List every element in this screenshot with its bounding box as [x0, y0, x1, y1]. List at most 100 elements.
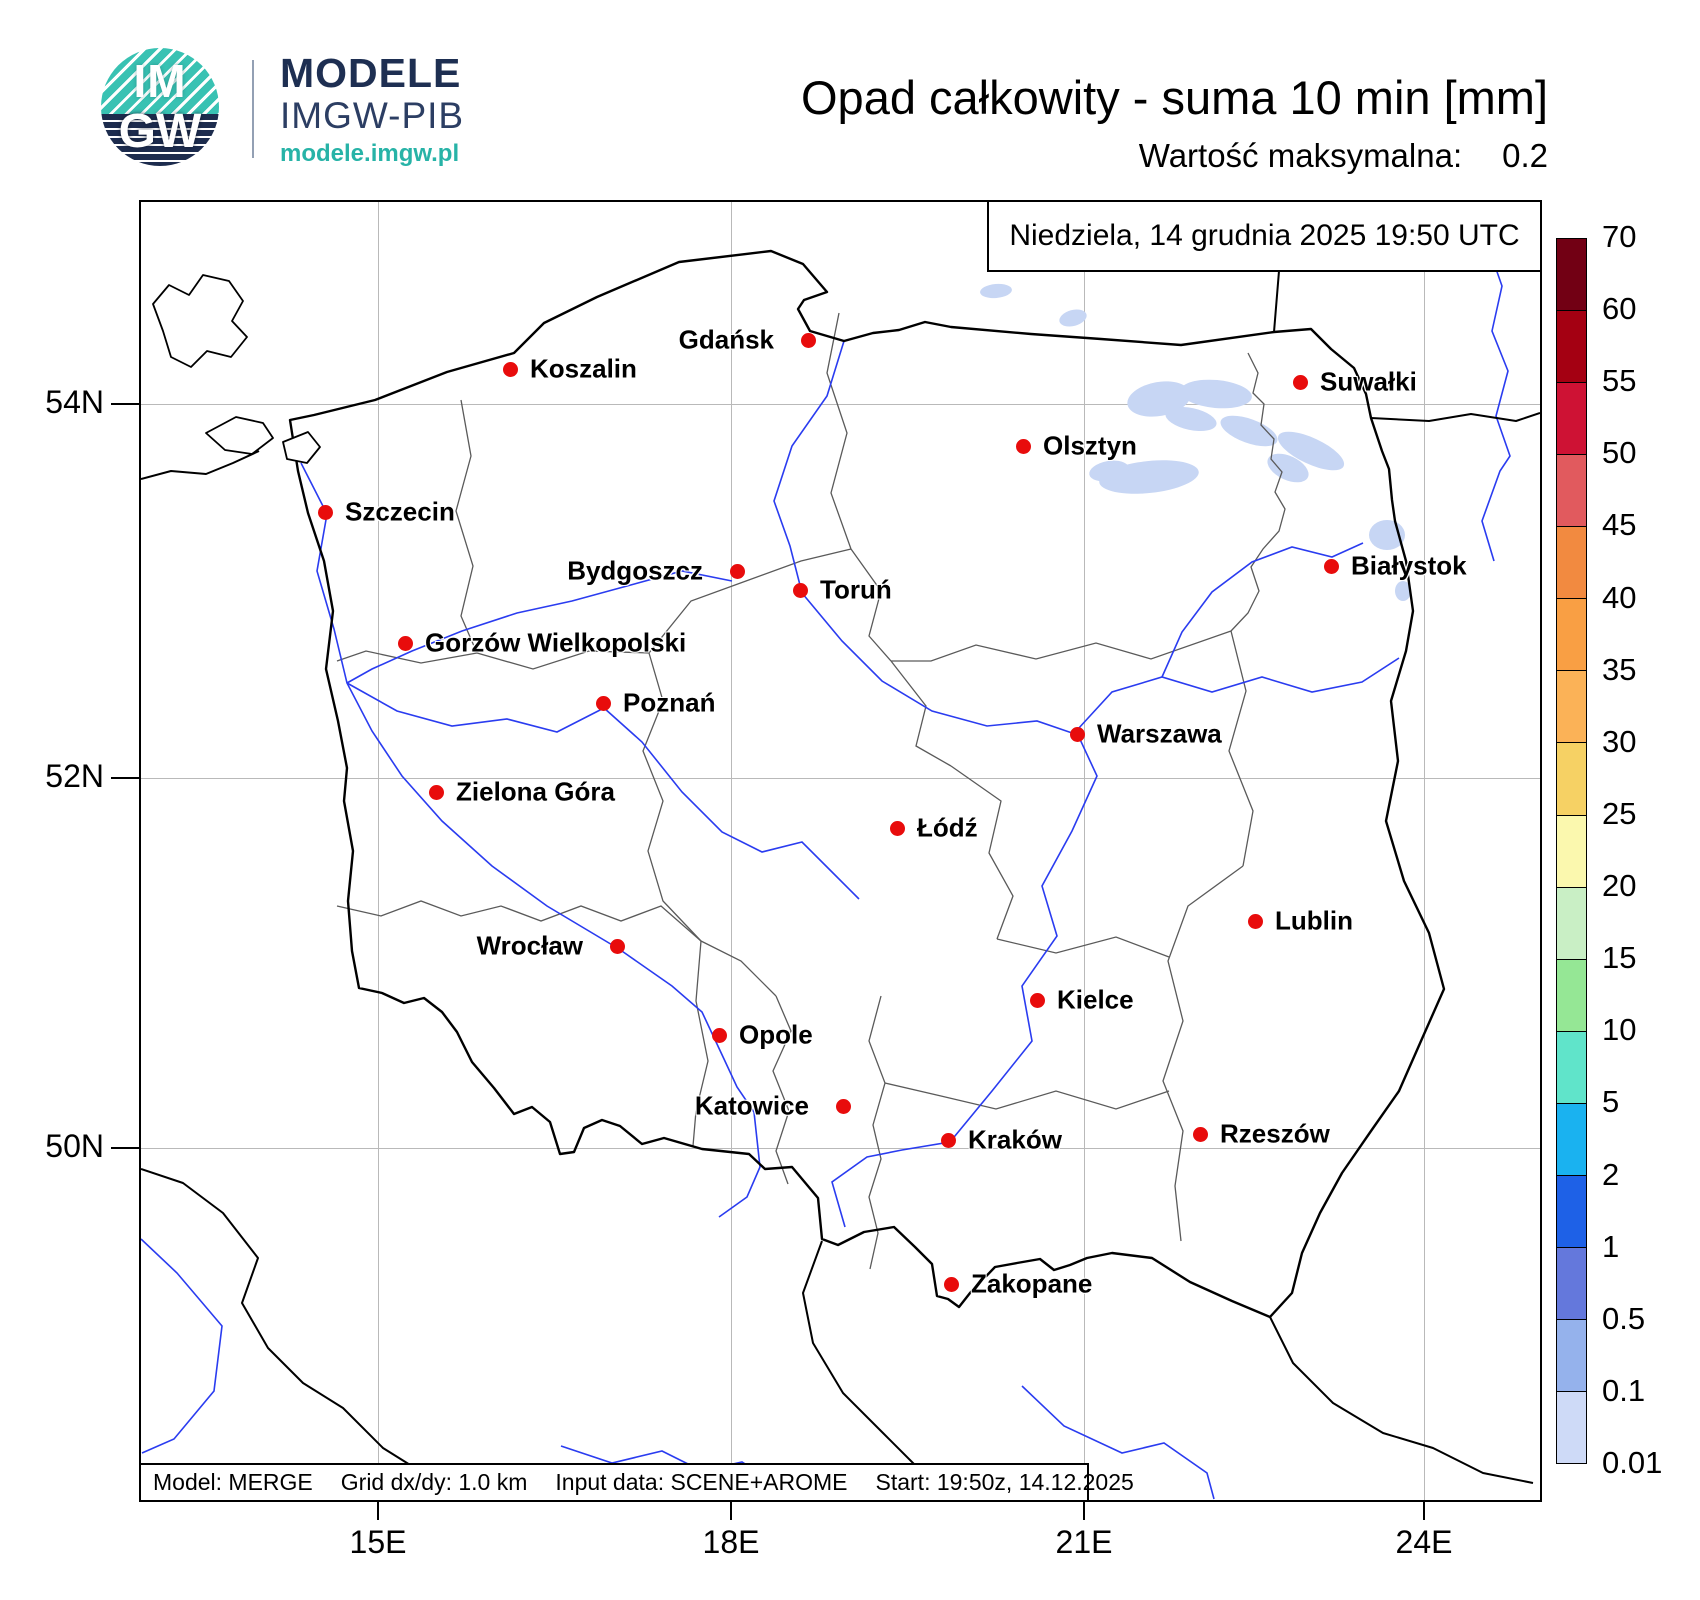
city-label-bydgoszcz: Bydgoszcz: [567, 555, 703, 586]
model-info-item-1: Grid dx/dy: 1.0 km: [340, 1469, 528, 1495]
brand-name: MODELE: [280, 50, 462, 96]
colorbar-label-0.01: 0.01: [1602, 1445, 1663, 1480]
gridline-50N: [141, 1148, 1540, 1149]
brand-institute: IMGW-PIB: [280, 95, 465, 136]
colorbar-label-40: 40: [1602, 579, 1637, 615]
city-dot-zakopane: [944, 1277, 959, 1292]
city-dot-poznan: [596, 696, 611, 711]
city-label-gdansk: Gdańsk: [678, 324, 774, 355]
city-dot-katowice: [836, 1099, 851, 1114]
logo-gw-text: GW: [118, 105, 202, 158]
colorbar-segment-2-1: [1557, 1175, 1586, 1248]
city-dot-krakow: [941, 1133, 956, 1148]
city-dot-lublin: [1248, 914, 1263, 929]
city-label-poznan: Poznań: [623, 687, 716, 718]
brand-url: modele.imgw.pl: [280, 140, 460, 167]
city-dot-bialystok: [1324, 559, 1339, 574]
city-label-koszalin: Koszalin: [530, 353, 637, 384]
colorbar-label-70: 70: [1602, 219, 1637, 254]
city-label-olsztyn: Olsztyn: [1043, 430, 1137, 461]
city-label-suwalki: Suwałki: [1320, 366, 1417, 397]
model-info-item-0: Model: MERGE: [153, 1469, 313, 1495]
city-dot-gorzow-wielkopolski: [398, 636, 413, 651]
colorbar-label-30: 30: [1602, 723, 1637, 759]
colorbar-segment-5-2: [1557, 1103, 1586, 1176]
colorbar-segment-50-45: [1557, 455, 1586, 528]
city-label-torun: Toruń: [820, 574, 892, 605]
city-label-wroclaw: Wrocław: [476, 930, 583, 961]
colorbar-label-0.5: 0.5: [1602, 1300, 1646, 1336]
colorbar-segment-60-55: [1557, 311, 1586, 384]
page-title: Opad całkowity - suma 10 min [mm]: [801, 71, 1548, 124]
colorbar-segment-0.1-0.01: [1557, 1392, 1586, 1464]
baltic-islands: [152, 274, 321, 464]
model-info-item-2: Input data: SCENE+AROME: [555, 1469, 848, 1495]
y-tick-52N: [111, 777, 139, 779]
gridline-52N: [141, 778, 1540, 779]
colorbar-segment-40-35: [1557, 599, 1586, 672]
city-dot-bydgoszcz: [730, 564, 745, 579]
foreign-borders: [141, 203, 1540, 1500]
colorbar-segment-10-5: [1557, 1031, 1586, 1104]
city-label-szczecin: Szczecin: [345, 496, 455, 527]
map-frame: Koszalin Gdańsk Suwałki Olsztyn Szczecin Bydg…: [139, 200, 1542, 1502]
colorbar-segment-15-10: [1557, 959, 1586, 1032]
precipitation-patches: [980, 283, 1411, 601]
city-label-rzeszow: Rzeszów: [1220, 1118, 1330, 1149]
colorbar-label-15: 15: [1602, 940, 1637, 976]
city-dot-warszawa: [1070, 727, 1085, 742]
colorbar-segment-20-15: [1557, 887, 1586, 960]
colorbar-segment-1-0.5: [1557, 1247, 1586, 1320]
colorbar-label-1: 1: [1602, 1228, 1620, 1264]
max-value-line: Wartość maksymalna: 0.2: [1139, 137, 1548, 175]
max-value: 0.2: [1502, 137, 1548, 174]
city-label-gorzow-wielkopolski: Gorzów Wielkopolski: [425, 627, 687, 658]
gridline-18E: [731, 202, 732, 1500]
rivers: [141, 203, 1511, 1500]
colorbar-label-25: 25: [1602, 795, 1637, 831]
city-dot-wroclaw: [610, 939, 625, 954]
y-tick-54N: [111, 403, 139, 405]
logo-im-text: IM: [133, 55, 187, 107]
city-dot-rzeszow: [1193, 1127, 1208, 1142]
city-label-bialystok: Białystok: [1351, 550, 1467, 581]
colorbar-label-50: 50: [1602, 435, 1637, 471]
voivodeship-borders: [336, 312, 1286, 1270]
city-label-kielce: Kielce: [1057, 984, 1134, 1015]
city-dot-torun: [793, 583, 808, 598]
x-tick-label-21E: 21E: [1055, 1524, 1113, 1560]
precipitation-colorbar: [1556, 238, 1587, 1464]
x-tick-18E: [730, 1502, 732, 1520]
colorbar-segment-70-60: [1557, 239, 1586, 312]
city-label-lublin: Lublin: [1275, 905, 1353, 936]
colorbar-label-0.1: 0.1: [1602, 1372, 1646, 1408]
city-label-lodz: Łódź: [917, 812, 978, 843]
timestamp-box: Niedziela, 14 grudnia 2025 19:50 UTC: [987, 202, 1540, 272]
colorbar-label-60: 60: [1602, 291, 1637, 327]
x-tick-24E: [1423, 1502, 1425, 1520]
x-tick-label-18E: 18E: [702, 1524, 760, 1560]
colorbar-label-10: 10: [1602, 1012, 1637, 1048]
imgw-logo-icon: IM GW: [101, 48, 219, 166]
colorbar-label-2: 2: [1602, 1156, 1620, 1192]
x-tick-label-24E: 24E: [1395, 1524, 1453, 1560]
max-value-label: Wartość maksymalna:: [1138, 137, 1463, 174]
poland-map-graphics: [141, 203, 1540, 1500]
model-info-item-3: Start: 19:50z, 14.12.2025: [875, 1469, 1134, 1495]
gridline-24E: [1424, 202, 1425, 1500]
x-tick-label-15E: 15E: [349, 1524, 407, 1560]
city-dot-kielce: [1030, 993, 1045, 1008]
colorbar-label-55: 55: [1602, 363, 1637, 399]
gridline-21E: [1084, 202, 1085, 1500]
city-label-opole: Opole: [739, 1019, 813, 1050]
city-dot-opole: [712, 1028, 727, 1043]
city-dot-koszalin: [503, 362, 518, 377]
colorbar-segment-45-40: [1557, 527, 1586, 600]
city-dot-suwalki: [1293, 375, 1308, 390]
colorbar-segment-25-20: [1557, 815, 1586, 888]
city-label-zakopane: Zakopane: [971, 1268, 1093, 1299]
city-dot-lodz: [890, 821, 905, 836]
y-tick-label-52N: 52N: [45, 758, 104, 794]
gridline-54N: [141, 404, 1540, 405]
city-label-katowice: Katowice: [694, 1090, 809, 1121]
